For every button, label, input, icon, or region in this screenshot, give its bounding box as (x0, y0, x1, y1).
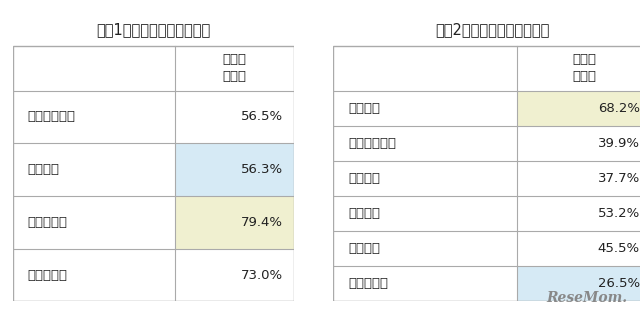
Text: 79.4%: 79.4% (241, 216, 283, 229)
Text: 73.0%: 73.0% (241, 268, 283, 282)
Bar (333, 126, 517, 161)
Bar (333, 266, 517, 301)
Bar (333, 161, 517, 196)
Text: 中央大学: 中央大学 (349, 207, 381, 220)
Bar (517, 196, 640, 231)
Text: 関西学院大学: 関西学院大学 (27, 111, 75, 123)
Text: 39.9%: 39.9% (598, 137, 640, 150)
Bar (13, 143, 175, 196)
Bar (333, 46, 640, 301)
Text: 53.2%: 53.2% (598, 207, 640, 220)
Text: 学習院大学: 学習院大学 (349, 277, 389, 290)
Text: 法政大学: 法政大学 (349, 242, 381, 255)
Text: 37.7%: 37.7% (598, 172, 640, 185)
Bar (175, 143, 294, 196)
Text: 同志社大学: 同志社大学 (27, 216, 67, 229)
Bar (13, 196, 175, 249)
Text: 26.5%: 26.5% (598, 277, 640, 290)
Text: 関西大学: 関西大学 (27, 163, 59, 176)
Text: 45.5%: 45.5% (598, 242, 640, 255)
Bar (517, 126, 640, 161)
Bar (175, 196, 294, 249)
Text: 56.3%: 56.3% (241, 163, 283, 176)
Bar (517, 231, 640, 266)
Bar (13, 249, 175, 301)
Bar (13, 90, 175, 143)
Text: 青山学院大学: 青山学院大学 (349, 137, 397, 150)
Text: 【袆1】国公立大との併願率: 【袆1】国公立大との併願率 (97, 22, 211, 37)
Text: 国公立
併願率: 国公立 併願率 (573, 53, 596, 83)
Bar (13, 46, 294, 301)
Text: 56.5%: 56.5% (241, 111, 283, 123)
Bar (333, 90, 517, 126)
Text: 明治大学: 明治大学 (349, 102, 381, 115)
Text: 立命館大学: 立命館大学 (27, 268, 67, 282)
Bar (517, 90, 640, 126)
Bar (333, 196, 517, 231)
Text: 【袆2】国公立大との併願率: 【袆2】国公立大との併願率 (436, 22, 550, 37)
Bar (175, 90, 294, 143)
Bar (517, 161, 640, 196)
Text: 国公立
併願率: 国公立 併願率 (223, 53, 246, 83)
Bar (175, 249, 294, 301)
Text: ReseMom.: ReseMom. (546, 290, 627, 305)
Text: 立教大学: 立教大学 (349, 172, 381, 185)
Text: 68.2%: 68.2% (598, 102, 640, 115)
Bar (517, 266, 640, 301)
Bar (333, 231, 517, 266)
